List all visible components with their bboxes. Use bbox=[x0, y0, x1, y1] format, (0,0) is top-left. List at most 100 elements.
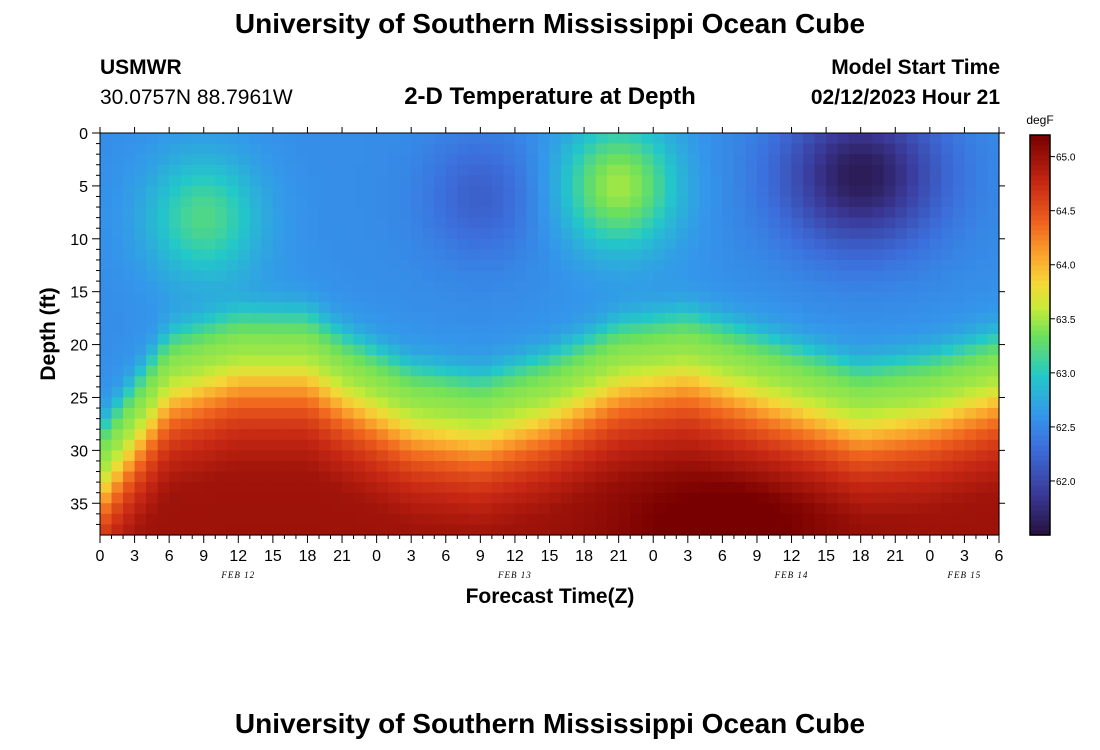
heatmap-cell bbox=[157, 450, 170, 462]
heatmap-cell bbox=[468, 482, 481, 494]
heatmap-cell bbox=[987, 513, 1000, 526]
heatmap-cell bbox=[964, 386, 977, 399]
heatmap-cell bbox=[353, 249, 366, 261]
heatmap-cell bbox=[514, 249, 528, 261]
heatmap-cell bbox=[226, 143, 239, 155]
heatmap-cell bbox=[226, 249, 239, 261]
heatmap-cell bbox=[272, 291, 286, 303]
heatmap-cell bbox=[353, 281, 366, 293]
heatmap-cell bbox=[157, 302, 170, 314]
heatmap-cell bbox=[111, 492, 124, 504]
heatmap-cell bbox=[526, 217, 539, 229]
heatmap-cell bbox=[157, 418, 170, 430]
colorbar-swatch bbox=[1030, 410, 1050, 416]
heatmap-cell bbox=[837, 450, 850, 462]
heatmap-cell bbox=[457, 344, 470, 356]
heatmap-cell bbox=[710, 228, 723, 240]
heatmap-cell bbox=[342, 397, 355, 409]
heatmap-cell bbox=[399, 492, 412, 504]
heatmap-cell bbox=[330, 175, 343, 187]
heatmap-cell bbox=[641, 185, 654, 198]
heatmap-cell bbox=[514, 524, 528, 536]
heatmap-cell bbox=[480, 492, 493, 504]
heatmap-cell bbox=[342, 302, 355, 314]
heatmap-cell bbox=[445, 365, 458, 377]
heatmap-cell bbox=[641, 249, 654, 261]
heatmap-cell bbox=[561, 344, 574, 356]
heatmap-cell bbox=[791, 365, 804, 377]
heatmap-cell bbox=[791, 281, 804, 293]
heatmap-cell bbox=[134, 249, 147, 261]
heatmap-cell bbox=[814, 323, 827, 335]
heatmap-cell bbox=[929, 471, 942, 483]
heatmap-cell bbox=[676, 344, 689, 356]
heatmap-cell bbox=[537, 471, 551, 483]
heatmap-cell bbox=[837, 154, 850, 166]
colorbar-swatch bbox=[1030, 530, 1050, 536]
heatmap-cell bbox=[376, 312, 389, 325]
heatmap-cell bbox=[261, 365, 274, 377]
heatmap-cell bbox=[549, 492, 562, 504]
heatmap-cell bbox=[791, 238, 804, 250]
heatmap-cell bbox=[872, 133, 885, 145]
heatmap-cell bbox=[146, 460, 159, 473]
heatmap-cell bbox=[872, 397, 885, 409]
heatmap-cell bbox=[883, 207, 896, 219]
colorbar-swatch bbox=[1030, 270, 1050, 276]
heatmap-cell bbox=[929, 513, 942, 526]
heatmap-cell bbox=[468, 270, 481, 282]
heatmap-cell bbox=[906, 312, 919, 325]
heatmap-cell bbox=[572, 259, 585, 272]
heatmap-cell bbox=[918, 228, 931, 240]
heatmap-cell bbox=[641, 503, 654, 515]
heatmap-cell bbox=[952, 429, 966, 441]
heatmap-cell bbox=[710, 524, 723, 536]
heatmap-cell bbox=[284, 133, 297, 145]
heatmap-cell bbox=[215, 503, 228, 515]
heatmap-cell bbox=[883, 259, 896, 272]
heatmap-cell bbox=[146, 482, 159, 494]
heatmap-cell bbox=[895, 164, 908, 176]
heatmap-cell bbox=[180, 408, 193, 420]
heatmap-cell bbox=[526, 164, 539, 176]
heatmap-cell bbox=[883, 175, 896, 187]
heatmap-cell bbox=[918, 408, 931, 420]
heatmap-cell bbox=[388, 386, 401, 399]
heatmap-cell bbox=[445, 281, 458, 293]
heatmap-cell bbox=[607, 450, 620, 462]
heatmap-cell bbox=[503, 365, 516, 377]
heatmap-cell bbox=[203, 334, 216, 346]
heatmap-cell bbox=[249, 439, 262, 451]
heatmap-cell bbox=[192, 323, 205, 335]
heatmap-cell bbox=[572, 460, 585, 473]
heatmap-cell bbox=[814, 312, 827, 325]
heatmap-cell bbox=[607, 291, 620, 303]
heatmap-cell bbox=[284, 312, 297, 325]
heatmap-cell bbox=[883, 513, 896, 526]
heatmap-cell bbox=[987, 503, 1000, 515]
heatmap-cell bbox=[803, 471, 816, 483]
heatmap-cell bbox=[814, 302, 827, 314]
heatmap-cell bbox=[399, 439, 412, 451]
heatmap-cell bbox=[561, 270, 574, 282]
heatmap-cell bbox=[307, 439, 320, 451]
heatmap-cell bbox=[653, 259, 666, 272]
heatmap-cell bbox=[895, 376, 908, 388]
heatmap-cell bbox=[434, 344, 447, 356]
heatmap-cell bbox=[422, 450, 435, 462]
heatmap-cell bbox=[964, 482, 977, 494]
heatmap-cell bbox=[791, 344, 804, 356]
heatmap-cell bbox=[388, 376, 401, 388]
heatmap-cell bbox=[434, 196, 447, 208]
heatmap-cell bbox=[641, 259, 654, 272]
heatmap-cell bbox=[595, 376, 608, 388]
heatmap-cell bbox=[146, 207, 159, 219]
heatmap-cell bbox=[791, 503, 804, 515]
heatmap-cell bbox=[975, 196, 989, 208]
heatmap-cell bbox=[699, 365, 712, 377]
heatmap-cell bbox=[918, 376, 931, 388]
heatmap-cell bbox=[964, 270, 977, 282]
heatmap-cell bbox=[169, 185, 182, 198]
heatmap-cell bbox=[261, 323, 274, 335]
heatmap-cell bbox=[376, 133, 389, 145]
